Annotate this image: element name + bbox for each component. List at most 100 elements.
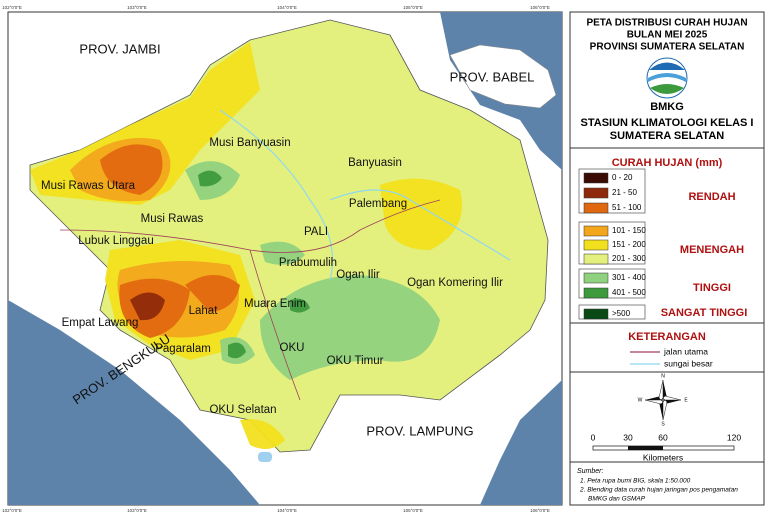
regency-label: Palembang [349,198,407,210]
map-title: PETA DISTRIBUSI CURAH HUJAN [586,18,747,29]
province-label: PROV. LAMPUNG [366,423,473,438]
longitude-label: 102°0'0"E [2,508,22,513]
scale-label: 120 [727,432,741,442]
scale-label: 0 [591,432,596,442]
longitude-label: 102°0'0"E [2,5,22,10]
scale-unit: Kilometers [643,452,683,462]
legend-swatch [583,225,609,237]
legend-group-name: TINGGI [693,282,731,294]
scale-label: 60 [658,432,668,442]
compass-rose-light [644,379,682,421]
rain-401-500 [290,298,310,313]
longitude-label: 105°0'0"E [403,508,423,513]
rain-401-500 [198,170,222,187]
legend-group-name: RENDAH [688,191,735,203]
longitude-label: 103°0'0"E [127,5,147,10]
longitude-label: 104°0'0"E [277,5,297,10]
babel-island [449,44,557,109]
regency-label: Musi Rawas Utara [41,180,136,192]
legend-group-name: MENENGAH [680,244,744,256]
scale-bar [592,445,735,451]
regency-label: Prabumulih [279,257,337,269]
rain-51-100 [100,144,163,195]
rain-151-200 [240,419,285,449]
legend-label: 151 - 200 [612,240,646,249]
sea-south-west [8,300,260,505]
regency-label: Banyuasin [348,157,402,169]
map-title: BULAN MEI 2025 [627,30,708,41]
legend-swatch [583,239,609,251]
regency-label: Ogan Ilir [336,269,380,281]
compass-letter: N [661,373,665,379]
source-item: 1. Peta rupa bumi BIG, skala 1:50.000 [580,478,691,485]
longitude-label: 104°0'0"E [277,508,297,513]
keterangan-title: KETERANGAN [628,331,706,343]
legend-group-box [578,304,646,320]
lake [258,452,272,462]
longitude-label: 106°0'0"E [530,508,550,513]
legend-title: CURAH HUJAN (mm) [612,157,723,169]
rain-401-500 [228,342,246,359]
legend-label: 201 - 300 [612,254,646,263]
rain-51-100 [185,275,240,312]
legend-label: 0 - 20 [612,173,633,182]
compass-letter: S [661,421,665,427]
compass-letter: E [684,397,688,403]
map-title: PROVINSI SUMATERA SELATAN [590,42,745,53]
rain-21-50 [130,292,165,321]
road [59,199,441,401]
station-name: SUMATERA SELATAN [610,130,725,142]
rain-301-400 [260,241,305,265]
legend-group-box [578,268,646,299]
regency-label: Pagaralam [155,343,211,355]
legend-label: 101 - 150 [612,226,646,235]
regency-label: PALI [304,226,328,238]
bmkg-logo-bottom [650,84,684,94]
legend-label: 21 - 50 [612,188,637,197]
rain-151-200 [380,178,462,250]
legend-swatch [583,253,609,265]
regency-label: Musi Rawas [141,213,204,225]
legend-label: >500 [612,309,631,318]
source-item: 2. Blending data curah hujan jaringan po… [579,487,738,494]
regency-label: OKU Timur [327,355,384,367]
source-item: BMKG dan GSMAP [588,496,646,503]
river [219,109,511,281]
station-name: STASIUN KLIMATOLOGI KELAS I [581,117,754,129]
legend-group-box [578,168,646,214]
legend-label: 51 - 100 [612,203,642,212]
legend-swatch [583,272,609,284]
keterangan-label: sungai besar [664,358,713,368]
regency-label: Lahat [189,305,219,317]
regency-label: Musi Banyuasin [209,137,290,149]
compass-letter: W [638,397,643,403]
sea-south-east [480,380,562,505]
sources-title: Sumber: [577,468,604,475]
keterangan-label: jalan utama [663,346,708,356]
regency-label: Empat Lawang [62,317,139,329]
longitude-label: 105°0'0"E [403,5,423,10]
legend-swatch [583,172,609,184]
province-label: PROV. BABEL [450,69,535,84]
regency-label: Muara Enim [244,298,306,310]
legend-swatch [583,308,609,320]
scale-label: 30 [623,432,633,442]
legend-label: 301 - 400 [612,273,646,282]
legend-group-box [578,221,646,265]
province-label: PROV. JAMBI [79,41,160,56]
regency-label: OKU Selatan [209,404,276,416]
legend-group-name: SANGAT TINGGI [661,307,748,319]
bmkg-logo-top [649,62,685,70]
regency-label: Lubuk Linggau [78,235,153,247]
scale-bar-fill [628,446,663,450]
logo-text: BMKG [650,101,684,113]
bmkg-logo-mid [648,73,686,82]
legend-swatch [583,287,609,299]
legend-swatch [583,187,609,199]
longitude-label: 106°0'0"E [530,5,550,10]
legend-label: 401 - 500 [612,288,646,297]
regency-label: OKU [280,342,305,354]
longitude-label: 103°0'0"E [127,508,147,513]
